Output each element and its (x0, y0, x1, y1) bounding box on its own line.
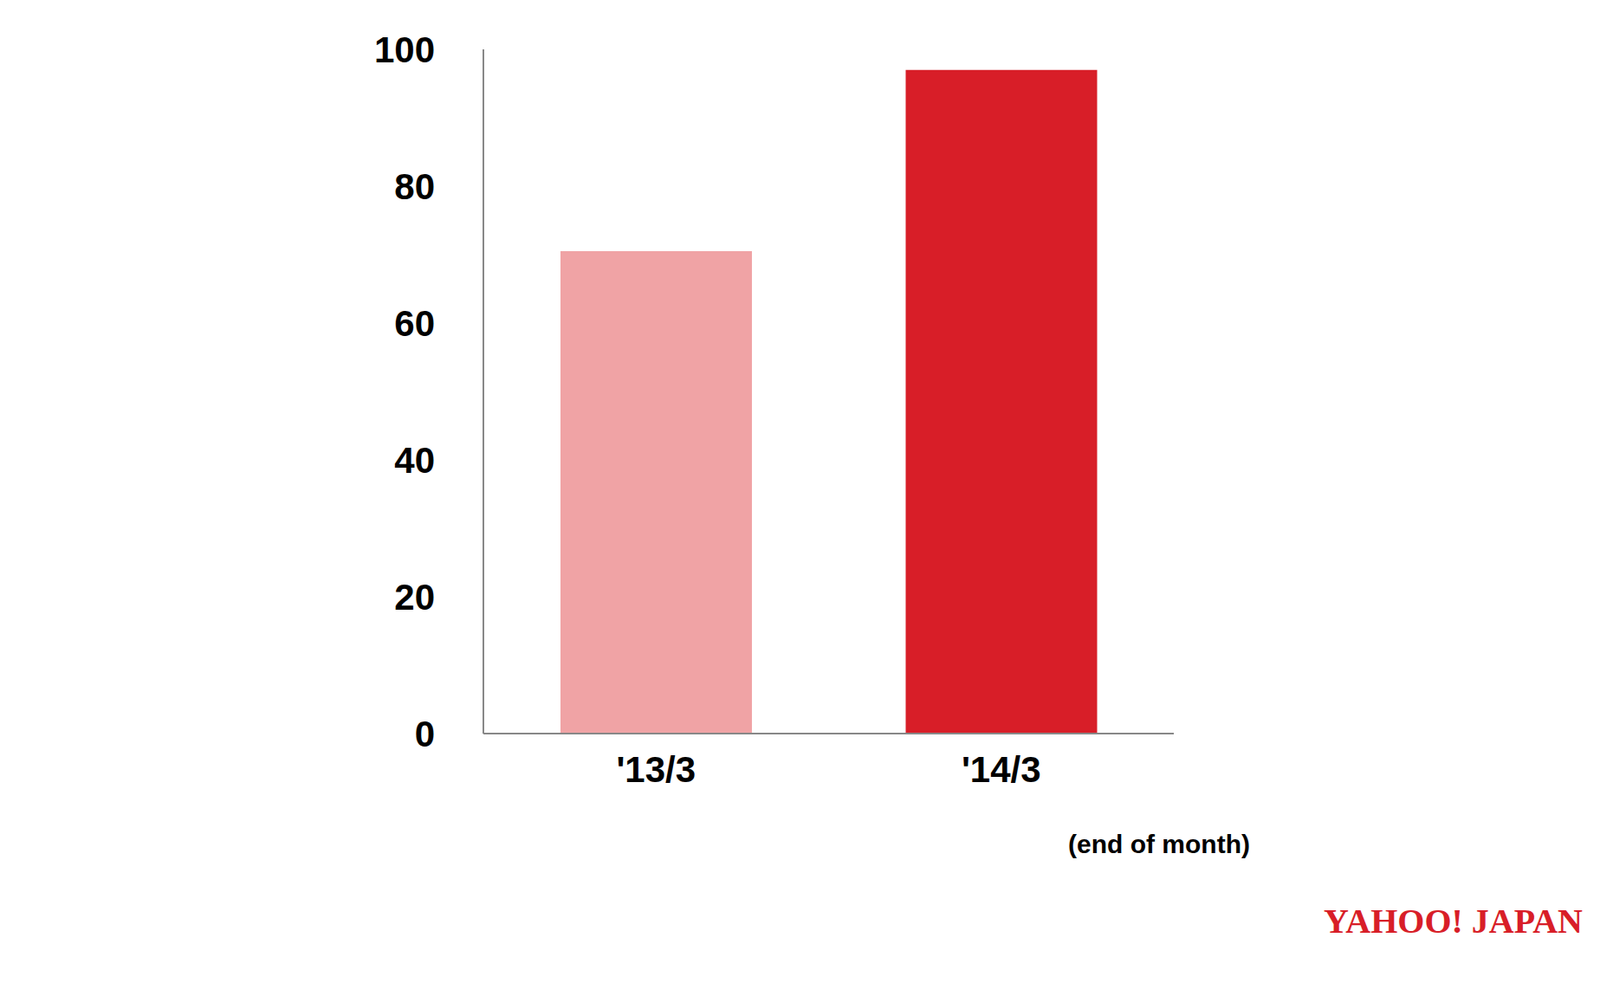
svg-text:20: 20 (394, 576, 435, 618)
svg-text:60: 60 (394, 303, 435, 344)
html-text:(end of month): (end of month) (1068, 829, 1251, 859)
svg-text:'13/3: '13/3 (615, 749, 696, 791)
svg-text:80: 80 (394, 166, 435, 208)
html-text:YAHOO! JAPAN: YAHOO! JAPAN (1323, 901, 1583, 941)
svg-text:'14/3: '14/3 (961, 749, 1042, 791)
svg-text:0: 0 (414, 713, 435, 755)
svg-text:100: 100 (374, 29, 435, 71)
svg-text:40: 40 (394, 440, 435, 481)
